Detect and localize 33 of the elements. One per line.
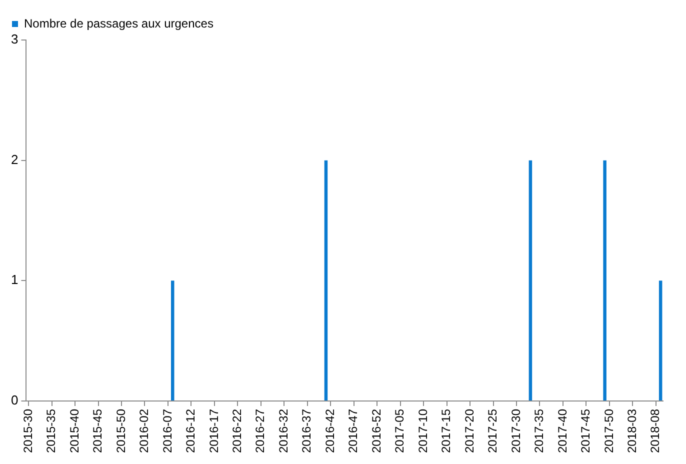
y-tick-label: 0 — [10, 392, 18, 408]
y-tick-label: 3 — [10, 32, 18, 47]
x-tick-label: 2015-45 — [90, 408, 105, 454]
x-tick-label: 2017-35 — [532, 408, 546, 454]
x-tick-label: 2016-37 — [300, 408, 314, 454]
x-tick-label: 2017-20 — [462, 408, 476, 454]
x-tick-label: 2016-12 — [184, 408, 198, 454]
y-tick-label: 2 — [10, 152, 18, 167]
x-tick-label: 2017-25 — [486, 408, 500, 454]
x-tick-label: 2018-08 — [648, 408, 662, 454]
x-tick-label: 2016-47 — [346, 408, 360, 454]
x-tick-label: 2017-10 — [416, 408, 430, 454]
x-tick-label: 2017-30 — [508, 408, 523, 454]
x-tick-label: 2017-45 — [578, 408, 593, 454]
x-tick-label: 2017-50 — [602, 408, 616, 454]
y-tick-label: 1 — [10, 272, 18, 288]
x-tick-label: 2016-52 — [369, 408, 384, 454]
x-tick-label: 2017-15 — [439, 408, 454, 454]
x-tick-label: 2016-22 — [230, 408, 244, 454]
x-tick-label: 2017-05 — [392, 408, 407, 454]
x-tick-label: 2015-35 — [44, 408, 58, 454]
x-tick-label: 2015-50 — [114, 408, 128, 454]
legend-label: Nombre de passages aux urgences — [24, 16, 214, 30]
x-tick-label: 2017-40 — [555, 408, 570, 454]
x-tick-label: 2015-30 — [20, 408, 35, 454]
x-tick-label: 2016-27 — [253, 408, 268, 454]
x-tick-label: 2016-32 — [276, 408, 290, 454]
x-tick-label: 2018-03 — [625, 408, 640, 454]
x-tick-label: 2015-40 — [67, 408, 82, 454]
x-tick-label: 2016-02 — [137, 408, 152, 454]
x-tick-label: 2016-42 — [322, 408, 337, 454]
x-tick-label: 2016-17 — [206, 408, 221, 454]
x-tick-label: 2016-07 — [160, 408, 174, 454]
